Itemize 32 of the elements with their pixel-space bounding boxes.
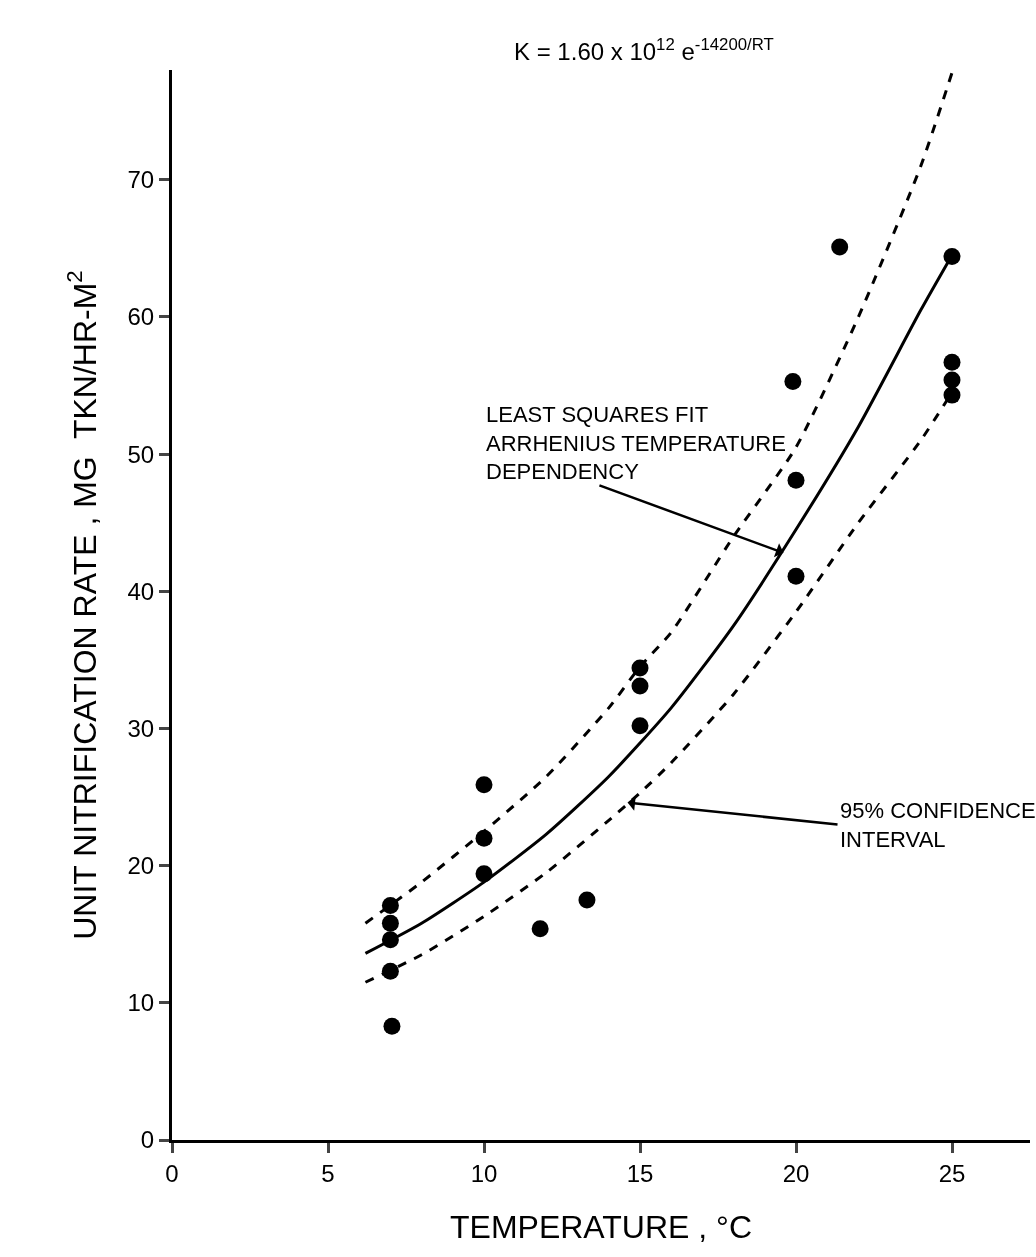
y-tick-label: 0: [140, 1126, 155, 1154]
x-tick-label: 0: [165, 1159, 179, 1187]
point: [381, 914, 399, 932]
point: [578, 891, 596, 909]
point: [631, 677, 649, 695]
x-tick-label: 25: [938, 1159, 966, 1187]
point: [943, 386, 961, 404]
y-tick-label: 70: [127, 166, 155, 194]
x-tick-label: 20: [782, 1159, 810, 1187]
point: [943, 371, 961, 389]
x-axis-title: TEMPERATURE , °C: [450, 1208, 752, 1245]
y-tick-label: 50: [127, 440, 155, 468]
y-tick-label: 60: [127, 303, 155, 331]
point: [531, 920, 549, 938]
point: [831, 238, 849, 256]
x-tick-label: 10: [470, 1159, 498, 1187]
x-tick-label: 5: [321, 1159, 335, 1187]
point: [784, 372, 802, 390]
point: [383, 1017, 401, 1035]
y-tick-label: 20: [127, 852, 155, 880]
point: [631, 717, 649, 735]
annotation: LEAST SQUARES FIT ARRHENIUS TEMPERATURE DEPENDENCY: [486, 402, 786, 485]
point: [787, 567, 805, 585]
y-tick-label: 30: [127, 714, 155, 742]
y-tick-label: 10: [127, 989, 155, 1017]
y-tick-label: 40: [127, 577, 155, 605]
point: [787, 471, 805, 489]
text: K = 1.60 x 10$^{12}$ e$^{-14200/RT}$: [514, 35, 774, 66]
point: [943, 353, 961, 371]
x-tick-label: 15: [626, 1159, 654, 1187]
annotation: 95% CONFIDENCE INTERVAL: [840, 798, 1036, 852]
point: [475, 776, 493, 794]
